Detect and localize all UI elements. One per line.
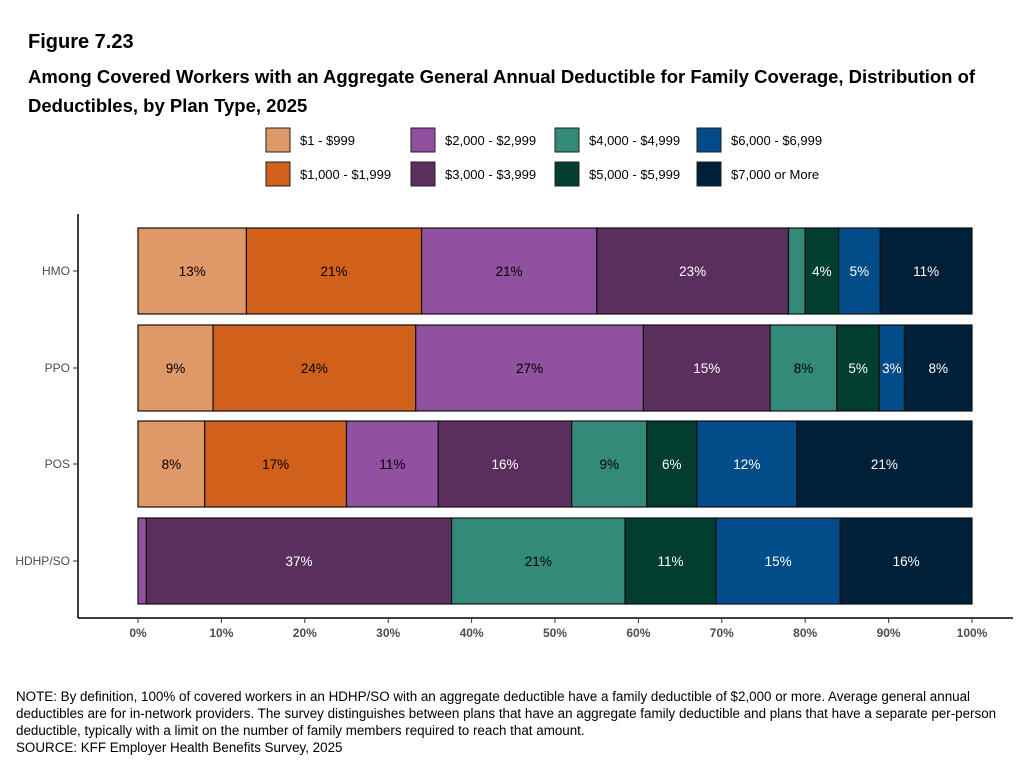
bar-segment [450, 517, 626, 605]
x-tick-label: 50% [543, 626, 567, 640]
bar-segment [345, 420, 439, 508]
data-label: 11% [657, 554, 683, 569]
legend-swatch [696, 161, 722, 187]
legend-label: $6,000 - $6,999 [731, 133, 822, 148]
data-label: 21% [320, 264, 347, 279]
bar-segment [137, 517, 147, 605]
legend-label: $3,000 - $3,999 [445, 167, 536, 182]
y-tick-label: HMO [42, 264, 70, 278]
data-label: 9% [166, 361, 186, 376]
figure-label: Figure 7.23 [28, 31, 134, 53]
data-label: 16% [491, 457, 518, 472]
bar-segment [571, 420, 648, 508]
data-label: 27% [516, 361, 543, 376]
data-label: 8% [794, 361, 814, 376]
data-label: 12% [733, 457, 760, 472]
x-tick-label: 60% [626, 626, 650, 640]
y-tick-label: PPO [45, 361, 70, 375]
data-label: 23% [679, 264, 706, 279]
data-label: 9% [599, 457, 619, 472]
legend-swatch [410, 161, 436, 187]
x-tick-label: 30% [376, 626, 400, 640]
data-label: 24% [301, 361, 328, 376]
data-label: 37% [285, 554, 312, 569]
data-label: 8% [928, 361, 948, 376]
bar-segment [836, 324, 881, 412]
bar-segment [642, 324, 771, 412]
bar-segment [415, 324, 645, 412]
x-tick-label: 0% [129, 626, 147, 640]
y-tick-label: POS [45, 457, 70, 471]
bar-segment [796, 420, 973, 508]
legend-swatch [410, 127, 436, 153]
bar-segment [420, 227, 598, 315]
data-label: 5% [850, 264, 870, 279]
data-label: 13% [179, 264, 206, 279]
bar-segment [245, 227, 423, 315]
data-label: 11% [379, 457, 405, 472]
bar-segment [839, 517, 973, 605]
legend-swatch [554, 161, 580, 187]
x-tick-label: 100% [957, 626, 988, 640]
bar-segment [715, 517, 841, 605]
bar-segment [646, 420, 698, 508]
data-label: 5% [848, 361, 868, 376]
legend-label: $1 - $999 [300, 133, 355, 148]
note-text: NOTE: By definition, 100% of covered wor… [16, 689, 997, 738]
data-label: 4% [812, 264, 832, 279]
legend-label: $5,000 - $5,999 [589, 167, 680, 182]
bar-segment [204, 420, 348, 508]
data-label: 21% [871, 457, 898, 472]
legend-swatch [265, 127, 291, 153]
bar-segment [787, 227, 806, 315]
bar-segment [903, 324, 973, 412]
bar-segment [137, 420, 206, 508]
bar-segment [137, 324, 214, 412]
data-label: 11% [913, 264, 939, 279]
bar-segment [837, 227, 881, 315]
legend-label: $7,000 or More [731, 167, 819, 182]
x-tick-label: 80% [793, 626, 817, 640]
source-text: SOURCE: KFF Employer Health Benefits Sur… [16, 740, 343, 755]
chart-note: NOTE: By definition, 100% of covered wor… [16, 688, 1016, 756]
bar-segment [804, 227, 840, 315]
bar-segment [137, 227, 248, 315]
data-label: 21% [496, 264, 523, 279]
bar-segment [437, 420, 573, 508]
data-label: 17% [262, 457, 289, 472]
legend-swatch [265, 161, 291, 187]
x-tick-label: 40% [460, 626, 484, 640]
bar-segment [769, 324, 838, 412]
bar-segment [878, 324, 906, 412]
legend-label: $4,000 - $4,999 [589, 133, 680, 148]
data-label: 15% [765, 554, 792, 569]
x-tick-label: 90% [877, 626, 901, 640]
bar-segment [879, 227, 973, 315]
data-label: 15% [693, 361, 720, 376]
x-tick-label: 20% [293, 626, 317, 640]
data-label: 6% [662, 457, 682, 472]
x-tick-label: 70% [710, 626, 734, 640]
data-label: 21% [525, 554, 552, 569]
bar-segment [696, 420, 798, 508]
bar-segment [212, 324, 417, 412]
data-label: 16% [893, 554, 920, 569]
data-label: 3% [882, 361, 902, 376]
x-tick-label: 10% [209, 626, 233, 640]
bar-segment [145, 517, 453, 605]
legend-label: $2,000 - $2,999 [445, 133, 536, 148]
y-tick-label: HDHP/SO [15, 554, 70, 568]
legend-swatch [554, 127, 580, 153]
chart-title: Among Covered Workers with an Aggregate … [28, 66, 976, 116]
legend-label: $1,000 - $1,999 [300, 167, 391, 182]
legend-swatch [696, 127, 722, 153]
bar-segment [596, 227, 790, 315]
data-label: 8% [162, 457, 182, 472]
